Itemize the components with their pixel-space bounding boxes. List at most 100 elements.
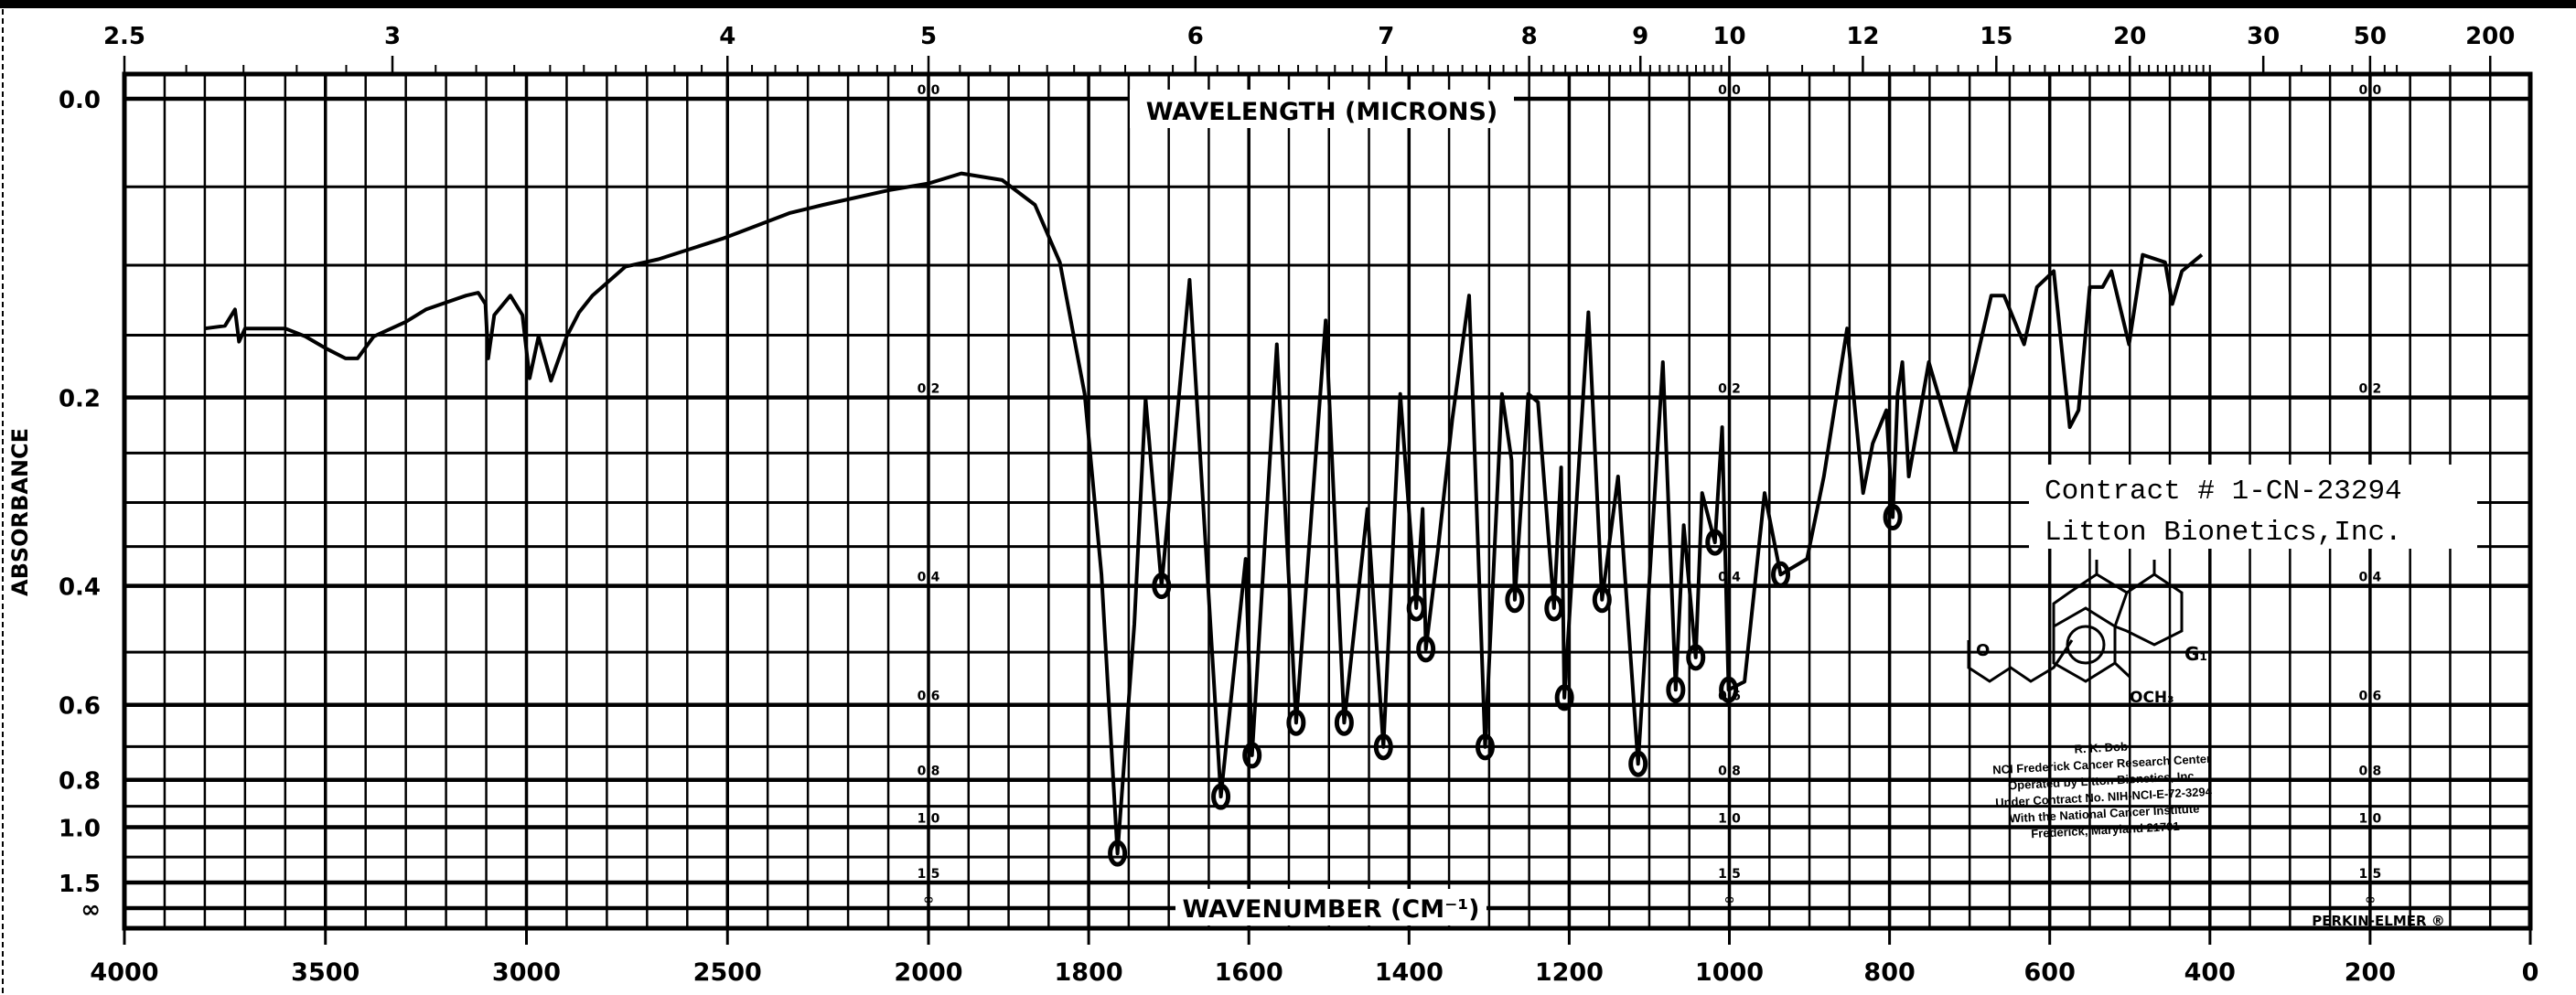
inner-scale-label: 0.2 xyxy=(1718,382,1741,397)
inner-scale-label: ∞ xyxy=(1724,893,1735,907)
peak-marker xyxy=(1211,783,1231,810)
x-tick-label: 600 xyxy=(2024,958,2076,987)
institution-stamp: R. K. Dob NCI Frederick Cancer Research … xyxy=(1992,740,2213,841)
wavelength-axis: 2.5 3 4 5 6 7 8 9 10 12 15 20 30 50 200 xyxy=(103,23,2530,76)
top-tick-label: 5 xyxy=(920,23,937,50)
peak-marker xyxy=(1705,529,1725,556)
top-tick-label: 30 xyxy=(2247,23,2280,50)
peak-marker xyxy=(1628,750,1648,777)
wavenumber-title-bg xyxy=(1175,889,1487,925)
x-tick-label: 800 xyxy=(1863,958,1915,987)
perkin-elmer-logo: PERKIN-ELMER ® xyxy=(2312,913,2445,929)
y-tick-label: 0.2 xyxy=(59,386,101,413)
x-tick-label: 4000 xyxy=(90,958,158,987)
y-axis-title: ABSORBANCE xyxy=(7,428,33,596)
peak-marker xyxy=(1544,594,1564,622)
structure-g1-label: G₁ xyxy=(2184,643,2207,665)
inner-scale-label: 1.5 xyxy=(1718,867,1741,882)
y-tick-label: 0.6 xyxy=(59,693,101,721)
top-tick-label: 7 xyxy=(1378,23,1394,50)
contract-company: Litton Bionetics,Inc. xyxy=(2045,517,2402,549)
stamp-line: R. K. Dob xyxy=(2074,740,2128,756)
inner-scale-label: 0.6 xyxy=(918,690,940,704)
x-axis-title: WAVENUMBER (CM⁻¹) xyxy=(1182,895,1479,924)
x-tick-label: 1200 xyxy=(1535,958,1604,987)
peak-marker xyxy=(1592,586,1612,614)
x-tick-label: 3000 xyxy=(492,958,561,987)
inner-scale-label: 1.0 xyxy=(1718,812,1741,827)
peak-marker xyxy=(1152,572,1172,600)
inner-scale-label: 0.0 xyxy=(2358,83,2381,98)
x-tick-label: 1000 xyxy=(1695,958,1764,987)
peak-marker xyxy=(1686,644,1706,671)
x-tick-label: 1800 xyxy=(1055,958,1123,987)
top-tick-label: 3 xyxy=(384,23,401,50)
contract-number: Contract # 1-CN-23294 xyxy=(2045,476,2402,508)
wavelength-axis-title: WAVELENGTH (MICRONS) xyxy=(1146,98,1498,126)
inner-scale-label: 0.4 xyxy=(2358,571,2381,585)
peak-marker xyxy=(1406,594,1426,622)
peak-marker xyxy=(1554,684,1574,711)
inner-scale-label: 0.2 xyxy=(918,382,940,397)
x-tick-label: 0 xyxy=(2522,958,2539,987)
y-tick-label: 1.0 xyxy=(59,816,101,843)
top-tick-label: 20 xyxy=(2113,23,2146,50)
top-tick-label: 10 xyxy=(1712,23,1745,50)
inner-scale-label: 0.0 xyxy=(1718,83,1741,98)
inner-scale-label: 0.8 xyxy=(1718,765,1741,779)
peak-markers xyxy=(1108,503,1903,867)
inner-scale-label: 0.8 xyxy=(2358,765,2381,779)
y-tick-label: 0.0 xyxy=(59,87,101,114)
inner-scale-label: 0.2 xyxy=(2358,382,2381,397)
peak-marker xyxy=(1416,636,1436,663)
axes-labels: 0.0 0.0 0.0 0.0 0.2 0.2 0.2 0.2 0.4 0.4 0.4 0.4 0.6 0… xyxy=(59,83,2538,987)
peak-marker xyxy=(1771,561,1791,588)
inner-scale-label: 0.0 xyxy=(918,83,940,98)
y-tick-label: 1.5 xyxy=(59,871,101,898)
peak-marker xyxy=(1108,840,1128,867)
peak-marker xyxy=(1505,586,1525,614)
peak-marker xyxy=(1883,503,1903,530)
top-tick-label: 2.5 xyxy=(103,23,145,50)
y-tick-label: 0.4 xyxy=(59,574,101,602)
x-tick-label: 1600 xyxy=(1215,958,1283,987)
peak-marker xyxy=(1666,676,1686,703)
top-tick-label: 200 xyxy=(2465,23,2515,50)
x-tick-label: 200 xyxy=(2345,958,2396,987)
inner-scale-label: 1.5 xyxy=(2358,867,2381,882)
top-tick-label: 6 xyxy=(1187,23,1204,50)
x-tick-label: 2500 xyxy=(693,958,762,987)
top-tick-label: 9 xyxy=(1632,23,1648,50)
inner-scale-label: 1.5 xyxy=(918,867,940,882)
wavelength-title-bg xyxy=(1130,90,1514,128)
top-tick-label: 4 xyxy=(719,23,735,50)
inner-scale-label: 0.6 xyxy=(2358,690,2381,704)
x-tick-label: 2000 xyxy=(894,958,962,987)
inner-scale-label: 0.4 xyxy=(1718,571,1741,585)
structure-och3-label: OCH₃ xyxy=(2130,689,2174,707)
top-black-bar xyxy=(0,0,2576,8)
peak-marker xyxy=(1719,676,1739,703)
structure-o-label: O xyxy=(1976,641,1990,660)
peak-marker xyxy=(1373,733,1393,761)
y-tick-label: ∞ xyxy=(80,896,101,924)
peak-marker xyxy=(1286,709,1306,736)
x-tick-label: 400 xyxy=(2184,958,2236,987)
inner-scale-label: 1.0 xyxy=(918,812,940,827)
x-tick-label: 1400 xyxy=(1375,958,1444,987)
chemical-structure xyxy=(1967,560,2184,683)
top-tick-label: 12 xyxy=(1846,23,1879,50)
peak-marker xyxy=(1475,733,1495,761)
top-tick-label: 50 xyxy=(2354,23,2387,50)
inner-scale-label: ∞ xyxy=(923,893,934,907)
spectrum-line xyxy=(204,171,2204,856)
top-tick-label: 8 xyxy=(1521,23,1538,50)
peak-marker xyxy=(1242,742,1262,769)
grid xyxy=(122,71,2533,931)
peak-marker xyxy=(1334,709,1354,736)
y-tick-label: 0.8 xyxy=(59,768,101,796)
inner-scale-label: 1.0 xyxy=(2358,812,2381,827)
inner-scale-label: 0.4 xyxy=(918,571,940,585)
inner-scale-label: 0.8 xyxy=(918,765,940,779)
